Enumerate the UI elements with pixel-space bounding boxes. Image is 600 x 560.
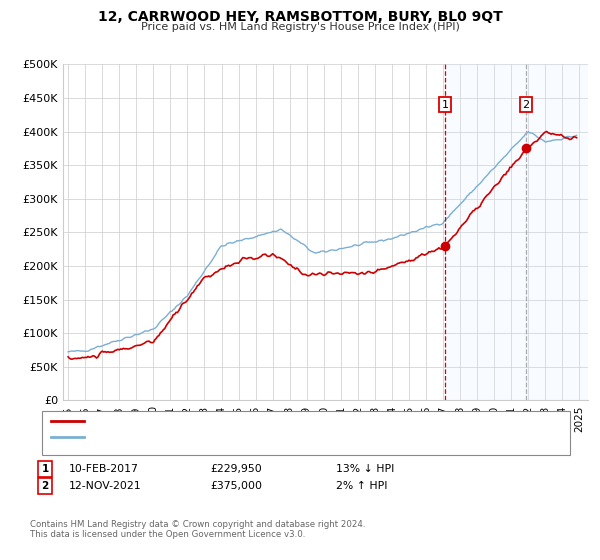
- Text: 1: 1: [442, 100, 448, 110]
- Text: 2% ↑ HPI: 2% ↑ HPI: [336, 481, 388, 491]
- Text: 12-NOV-2021: 12-NOV-2021: [69, 481, 142, 491]
- Bar: [526, 64, 588, 400]
- Text: £229,950: £229,950: [210, 464, 262, 474]
- Text: 1: 1: [41, 464, 49, 474]
- Text: 2: 2: [523, 100, 530, 110]
- Text: Contains HM Land Registry data © Crown copyright and database right 2024.
This d: Contains HM Land Registry data © Crown c…: [30, 520, 365, 539]
- Text: 12, CARRWOOD HEY, RAMSBOTTOM, BURY, BL0 9QT (detached house): 12, CARRWOOD HEY, RAMSBOTTOM, BURY, BL0 …: [90, 416, 441, 426]
- Text: HPI: Average price, detached house, Bury: HPI: Average price, detached house, Bury: [90, 432, 298, 442]
- Text: 2: 2: [41, 481, 49, 491]
- Text: 12, CARRWOOD HEY, RAMSBOTTOM, BURY, BL0 9QT: 12, CARRWOOD HEY, RAMSBOTTOM, BURY, BL0 …: [98, 10, 502, 24]
- Text: Price paid vs. HM Land Registry's House Price Index (HPI): Price paid vs. HM Land Registry's House …: [140, 22, 460, 32]
- Bar: [445, 64, 526, 400]
- Text: £375,000: £375,000: [210, 481, 262, 491]
- Text: 13% ↓ HPI: 13% ↓ HPI: [336, 464, 394, 474]
- Text: 10-FEB-2017: 10-FEB-2017: [69, 464, 139, 474]
